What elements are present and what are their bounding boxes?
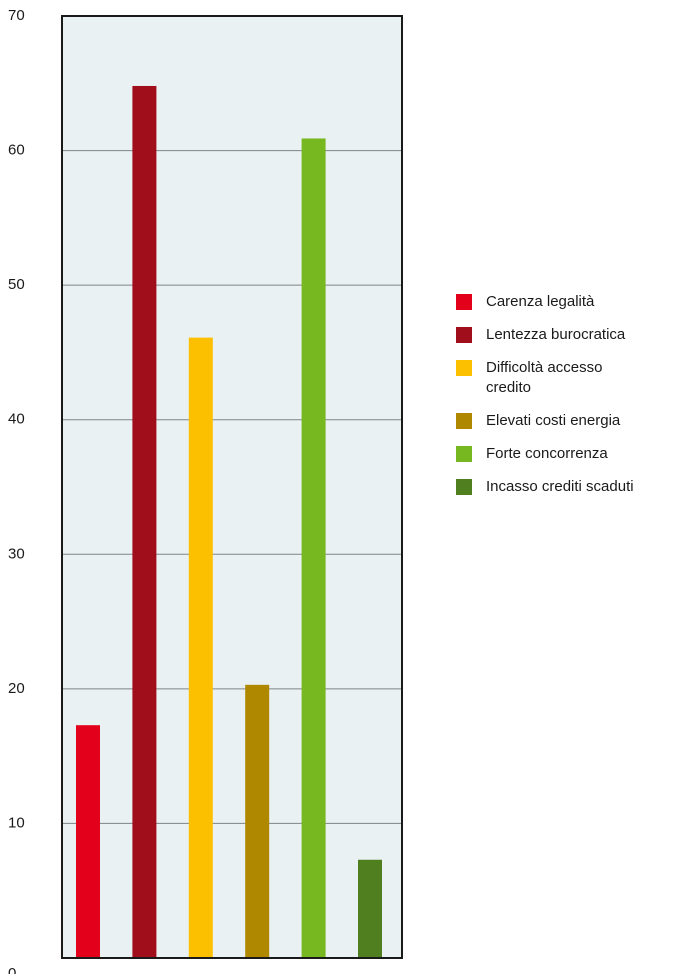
plot-area: [62, 16, 402, 958]
legend-label: Lentezza burocratica: [486, 326, 626, 343]
legend-label: Carenza legalità: [486, 293, 595, 310]
y-tick-label: 60: [8, 142, 25, 159]
y-axis-tick-labels: 0 10 20 30 40 50 60 70: [8, 7, 25, 974]
legend-item: Difficoltà accesso credito: [456, 358, 671, 398]
legend-item: Forte concorrenza: [456, 444, 671, 464]
legend-swatch: [456, 360, 472, 376]
bar: [132, 85, 157, 958]
legend-swatch: [456, 446, 472, 462]
y-tick-label: 30: [8, 545, 25, 562]
legend-label: Forte concorrenza: [486, 445, 608, 462]
legend-swatch: [456, 327, 472, 343]
gridlines: [62, 150, 402, 824]
legend-item: Carenza legalità: [456, 292, 671, 312]
y-tick-label: 70: [8, 7, 25, 24]
bar: [301, 138, 326, 958]
legend-swatch: [456, 294, 472, 310]
y-tick-label: 50: [8, 276, 25, 293]
legend-label: Elevati costi energia: [486, 412, 621, 429]
bars: [76, 85, 382, 958]
legend-item: Elevati costi energia: [456, 411, 671, 431]
y-tick-label: 0: [8, 965, 16, 974]
legend-label: Difficoltà accesso credito: [486, 359, 603, 396]
y-tick-label: 40: [8, 411, 25, 428]
y-tick-label: 20: [8, 680, 25, 697]
bar: [76, 725, 100, 958]
legend-item: Incasso crediti scaduti: [456, 477, 671, 497]
legend: Carenza legalità Lentezza burocratica Di…: [456, 292, 671, 510]
bar: [245, 684, 270, 958]
y-tick-label: 10: [8, 814, 25, 831]
legend-swatch: [456, 413, 472, 429]
legend-swatch: [456, 479, 472, 495]
bar: [358, 859, 382, 958]
plot-frame: [61, 15, 403, 959]
legend-label: Incasso crediti scaduti: [486, 478, 634, 495]
legend-item: Lentezza burocratica: [456, 325, 671, 345]
bar: [188, 337, 213, 958]
